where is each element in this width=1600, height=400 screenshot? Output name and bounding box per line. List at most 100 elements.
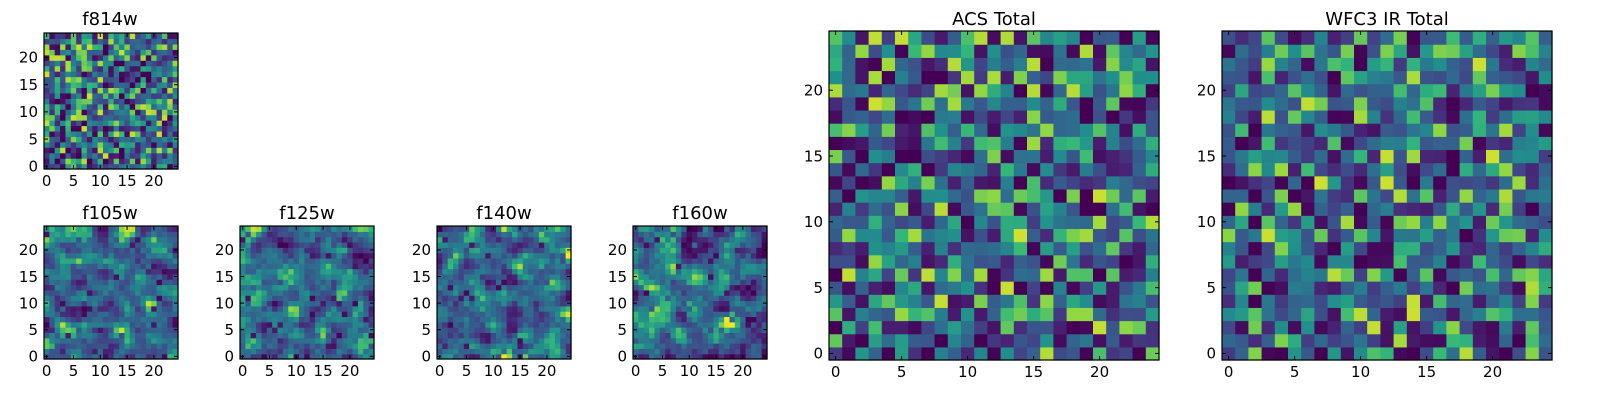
heatmap-cell (172, 268, 179, 275)
heatmap-cell (60, 284, 67, 291)
heatmap-cell (643, 337, 650, 344)
heatmap-cell (76, 130, 83, 137)
heatmap-cell (1367, 188, 1381, 203)
heatmap-cell (829, 307, 843, 322)
heatmap-cell (538, 348, 545, 355)
heatmap-cell (44, 103, 50, 110)
heatmap-cell (336, 226, 343, 232)
heatmap-cell (868, 162, 883, 177)
heatmap-cell (718, 337, 725, 344)
heatmap-cell (756, 353, 763, 360)
heatmap-cell (665, 321, 672, 328)
heatmap-cell (1393, 83, 1408, 98)
heatmap-cell (1235, 294, 1249, 308)
heatmap-cell (1119, 44, 1134, 58)
heatmap-cell (277, 353, 284, 360)
heatmap-cell (156, 125, 163, 132)
heatmap-cell (665, 273, 672, 280)
heatmap-cell (167, 158, 174, 165)
heatmap-cell (161, 247, 168, 254)
heatmap-cell (352, 241, 359, 248)
heatmap-cell (947, 123, 962, 137)
x-tick-label: 20 (537, 362, 556, 380)
heatmap-cell (1261, 123, 1276, 137)
heatmap-cell (1013, 123, 1028, 137)
heatmap-cell (76, 54, 83, 61)
heatmap-cell (167, 305, 174, 312)
heatmap-cell (1314, 333, 1329, 348)
heatmap-cell (352, 311, 359, 318)
heatmap-cell (161, 263, 168, 270)
heatmap-cell (458, 321, 465, 328)
heatmap-cell (453, 289, 460, 296)
heatmap-cell (1525, 31, 1540, 45)
heatmap-cell (921, 44, 936, 58)
heatmap-cell (686, 311, 693, 318)
heatmap-cell (447, 321, 454, 328)
heatmap-cell (1499, 83, 1513, 98)
heatmap-cell (565, 343, 572, 349)
heatmap-cell (1301, 254, 1315, 269)
heatmap-cell (713, 343, 720, 349)
heatmap-cell (934, 109, 949, 124)
heatmap-cell (528, 236, 535, 243)
heatmap-cell (119, 279, 125, 286)
heatmap-cell (119, 141, 125, 148)
heatmap-cell (1354, 333, 1368, 348)
heatmap-cell (474, 284, 481, 291)
heatmap-cell (485, 226, 492, 232)
heatmap-cell (1274, 320, 1289, 335)
heatmap-cell (517, 279, 524, 286)
heatmap-cell (92, 65, 99, 72)
heatmap-cell (665, 236, 672, 243)
heatmap-cell (654, 295, 661, 302)
heatmap-cell (718, 321, 725, 328)
heatmap-cell (654, 236, 661, 243)
heatmap-cell (309, 252, 316, 259)
heatmap-cell (1538, 241, 1553, 256)
heatmap-cell (81, 114, 88, 121)
heatmap-cell (479, 263, 486, 270)
heatmap-cell (70, 114, 77, 121)
heatmap-cell (1406, 162, 1421, 177)
heatmap-cell (554, 295, 561, 302)
heatmap-cell (538, 327, 545, 333)
heatmap-cell (1027, 346, 1041, 361)
heatmap-cell (363, 226, 370, 232)
heatmap-cell (70, 109, 77, 116)
heatmap-cell (124, 43, 131, 50)
heatmap-cell (565, 231, 572, 238)
heatmap-cell (750, 241, 757, 248)
heatmap-cell (60, 257, 67, 264)
heatmap-cell (638, 226, 645, 232)
heatmap-cell (691, 226, 698, 232)
heatmap-cell (681, 289, 688, 296)
heatmap-cell (1132, 123, 1147, 137)
heatmap-cell (256, 295, 263, 302)
heatmap-cell (528, 226, 535, 232)
heatmap-cell (119, 337, 125, 344)
heatmap-cell (538, 263, 545, 270)
heatmap-cell (495, 321, 502, 328)
heatmap-cell (161, 241, 168, 248)
heatmap-cell (65, 98, 72, 105)
heatmap-cell (140, 337, 147, 344)
heatmap-cell (1301, 162, 1315, 177)
heatmap-cell (1512, 149, 1527, 164)
heatmap-cell (70, 305, 77, 312)
heatmap-cell (1380, 96, 1395, 111)
heatmap-cell (665, 300, 672, 307)
heatmap-cell (1145, 202, 1160, 216)
heatmap-cell (1235, 307, 1249, 322)
heatmap-cell (533, 316, 540, 323)
heatmap-cell (1314, 96, 1329, 111)
heatmap-cell (1433, 57, 1447, 72)
heatmap-cell (1222, 136, 1236, 151)
heatmap-cell (124, 311, 131, 318)
heatmap-cell (81, 295, 88, 302)
heatmap-cell (740, 348, 747, 355)
heatmap-cell (469, 289, 476, 296)
heatmap-cell (1525, 254, 1540, 269)
heatmap-cell (560, 337, 567, 344)
heatmap-cell (554, 284, 561, 291)
